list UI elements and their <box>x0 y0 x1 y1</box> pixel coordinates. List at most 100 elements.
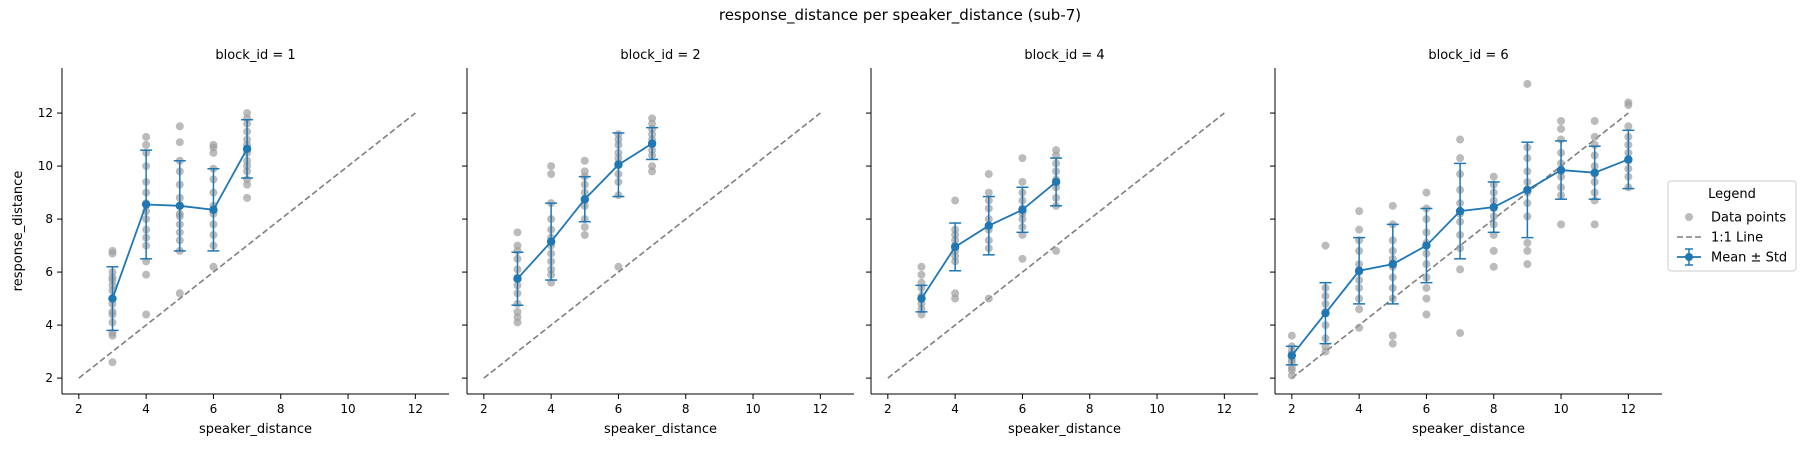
data-point <box>1355 225 1364 234</box>
data-point <box>1018 254 1027 263</box>
panel-title: block_id = 6 <box>1428 48 1508 63</box>
data-point <box>614 262 623 271</box>
data-point <box>1557 124 1566 133</box>
x-tick-label: 2 <box>75 402 83 416</box>
data-point <box>1355 323 1364 332</box>
mean-marker <box>141 200 151 209</box>
mean-marker <box>1455 206 1465 216</box>
data-point <box>951 196 960 205</box>
x-tick-label: 10 <box>745 402 760 416</box>
data-point <box>1523 260 1532 269</box>
data-point <box>142 270 151 279</box>
data-point <box>1321 347 1330 356</box>
panel-title: block_id = 1 <box>215 48 295 63</box>
x-tick-label: 6 <box>210 402 218 416</box>
data-point <box>1422 294 1431 303</box>
panel-1: block_id = 1 2 4 6 8 10 12 2 4 6 8 10 12 speaker_dist… <box>38 48 449 437</box>
y-tick-label: 8 <box>45 212 53 226</box>
data-point <box>513 228 522 237</box>
data-point <box>513 318 522 327</box>
data-point <box>1624 122 1633 131</box>
x-tick-label: 8 <box>682 402 690 416</box>
panel-title: block_id = 2 <box>620 48 700 63</box>
mean-marker <box>1590 168 1599 177</box>
panel-4: block_id = 6 2 4 6 8 10 12 speaker_distance <box>1270 48 1662 437</box>
mean-marker <box>1051 177 1061 187</box>
data-point <box>984 188 993 197</box>
data-point <box>1321 241 1330 250</box>
x-tick-label: 4 <box>142 402 150 416</box>
x-tick-label: 12 <box>408 402 423 416</box>
x-tick-label: 12 <box>813 402 828 416</box>
data-point <box>243 180 252 189</box>
panel-title: block_id = 4 <box>1024 48 1104 63</box>
y-axis-label: response_distance <box>11 171 26 292</box>
data-point <box>1355 207 1364 216</box>
data-point <box>951 294 960 303</box>
legend-frame <box>1667 180 1797 272</box>
data-point <box>917 270 926 279</box>
mean-marker <box>1018 205 1027 214</box>
y-tick-label: 12 <box>38 106 53 120</box>
legend-item: 1:1 Line <box>1677 231 1763 246</box>
data-point <box>1388 339 1397 348</box>
panel-2: block_id = 2 2 4 6 8 10 12 speaker_distance <box>462 48 854 437</box>
x-tick-label: 6 <box>1423 402 1431 416</box>
data-point <box>984 294 993 303</box>
mean-marker <box>1354 266 1364 275</box>
data-point <box>1355 305 1364 314</box>
x-tick-label: 8 <box>1490 402 1498 416</box>
data-point <box>1456 329 1465 338</box>
legend-swatch-points <box>1685 213 1693 221</box>
data-point <box>209 262 218 271</box>
data-point <box>1624 101 1633 110</box>
data-point <box>243 193 252 202</box>
data-point <box>580 156 589 165</box>
legend-item-label: Mean ± Std <box>1711 251 1787 266</box>
x-tick-label: 6 <box>615 402 623 416</box>
data-point <box>108 331 117 340</box>
y-tick-label: 10 <box>38 159 53 173</box>
data-point <box>1456 265 1465 274</box>
identity-line <box>78 112 416 379</box>
mean-marker <box>984 221 993 230</box>
mean-marker <box>1422 241 1431 250</box>
data-point <box>1557 220 1566 229</box>
data-point <box>1489 262 1498 271</box>
data-point <box>1456 135 1465 144</box>
panel-3: block_id = 4 2 4 6 8 10 12 speaker_distance <box>866 48 1258 437</box>
x-tick-label: 10 <box>340 402 355 416</box>
figure-title: response_distance per speaker_distance (… <box>719 6 1081 25</box>
identity-line <box>887 112 1225 379</box>
data-point <box>108 358 117 367</box>
mean-marker <box>1556 165 1566 175</box>
mean-marker <box>1489 202 1498 212</box>
x-tick-label: 12 <box>1217 402 1232 416</box>
data-point <box>142 310 151 319</box>
data-point <box>1287 371 1296 380</box>
x-tick-label: 2 <box>480 402 488 416</box>
data-point <box>1523 238 1532 247</box>
data-point <box>1388 331 1397 340</box>
x-tick-label: 6 <box>1019 402 1027 416</box>
mean-marker <box>1321 308 1330 318</box>
identity-line <box>483 112 821 379</box>
mean-marker <box>614 160 623 169</box>
mean-marker <box>917 294 926 303</box>
data-points <box>1287 79 1633 380</box>
data-point <box>1287 331 1296 340</box>
x-tick-label: 10 <box>1149 402 1164 416</box>
legend-item: Mean ± Std <box>1677 248 1787 266</box>
data-points <box>513 114 657 327</box>
data-point <box>1422 310 1431 319</box>
x-axis-label: speaker_distance <box>604 422 717 437</box>
x-tick-label: 12 <box>1621 402 1636 416</box>
x-tick-label: 8 <box>1086 402 1094 416</box>
legend-item-label: Data points <box>1711 211 1786 226</box>
data-point <box>580 230 589 239</box>
data-point <box>1422 188 1431 197</box>
data-point <box>1388 201 1397 210</box>
data-point <box>648 167 657 176</box>
data-point <box>1422 283 1431 292</box>
data-point <box>1523 246 1532 255</box>
